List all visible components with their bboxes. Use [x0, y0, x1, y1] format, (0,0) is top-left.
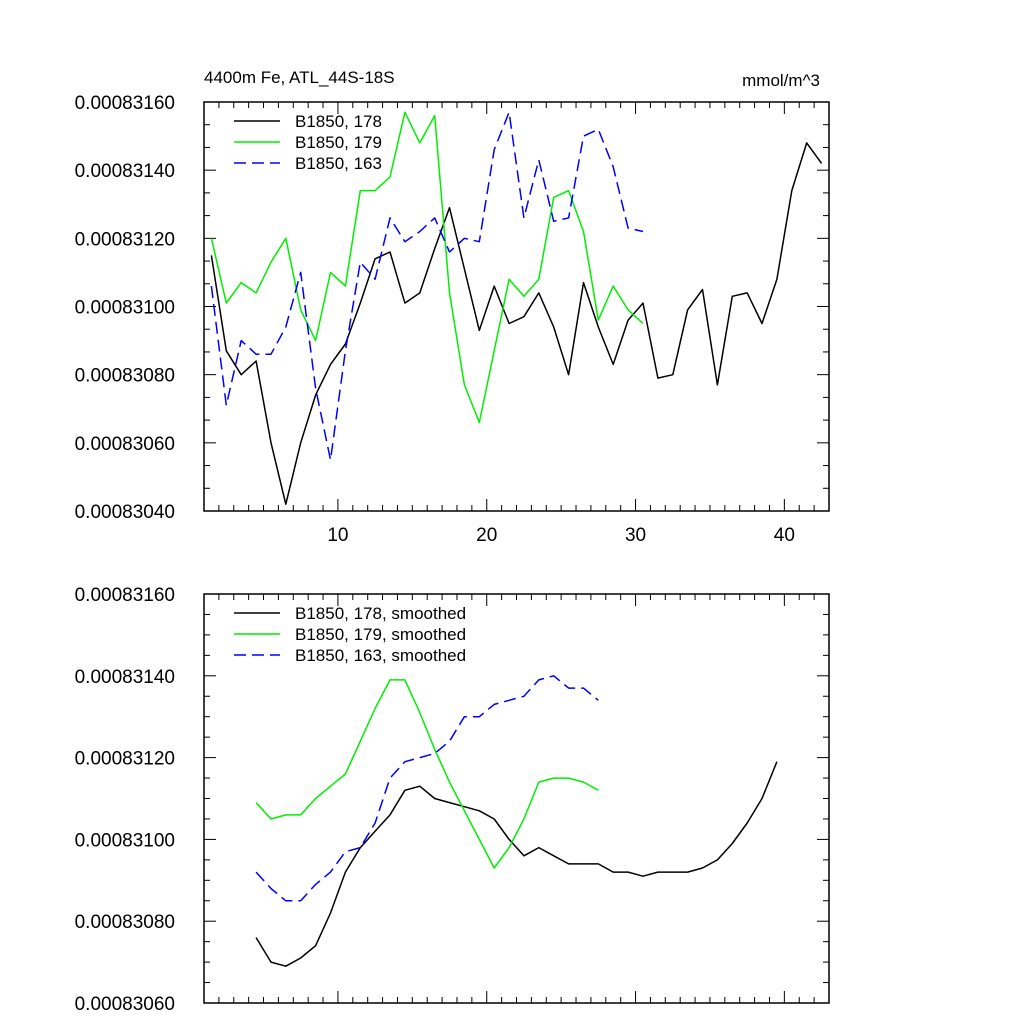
bottom-panel: 0.00083060 0.00083080 0.00083100 0.00083120… — [75, 585, 830, 1015]
y-tick-label: 0.00083160 — [75, 93, 175, 114]
series-line — [210, 111, 644, 424]
top-panel-title: 4400m Fe, ATL_44S-18S — [204, 68, 395, 87]
series-line — [210, 142, 823, 505]
y-tick-label: 0.00083080 — [75, 366, 175, 387]
top-panel-units: mmol/m^3 — [742, 71, 820, 90]
series-line — [255, 679, 599, 869]
y-tick-label: 0.00083040 — [75, 502, 175, 523]
x-tick-label: 20 — [476, 525, 497, 546]
x-tick-label: 30 — [625, 525, 646, 546]
legend-label: B1850, 178 — [295, 112, 382, 131]
bottom-series — [255, 675, 778, 967]
y-tick-label: 0.00083080 — [75, 912, 175, 933]
y-tick-label: 0.00083120 — [75, 749, 175, 770]
top-plot-frame — [203, 101, 830, 512]
y-tick-label: 0.00083140 — [75, 667, 175, 688]
y-tick-label: 0.00083100 — [75, 298, 175, 319]
bottom-axes-ticks: 0.00083060 0.00083080 0.00083100 0.00083120… — [75, 585, 830, 1015]
x-tick-label: 40 — [774, 525, 795, 546]
legend-label: B1850, 179, smoothed — [295, 625, 466, 644]
legend-label: B1850, 163 — [295, 154, 382, 173]
y-tick-label: 0.00083140 — [75, 161, 175, 182]
y-tick-label: 0.00083100 — [75, 830, 175, 851]
bottom-plot-frame — [203, 593, 830, 1004]
top-panel: 4400m Fe, ATL_44S-18S mmol/m^3 10 20 30 40 0… — [75, 68, 830, 546]
bottom-legend: B1850, 178, smoothed B1850, 179, smoothed… — [234, 604, 466, 665]
legend-label: B1850, 178, smoothed — [295, 604, 466, 623]
top-legend: B1850, 178 B1850, 179 B1850, 163 — [234, 112, 382, 173]
y-tick-label: 0.00083160 — [75, 585, 175, 606]
series-line — [255, 761, 778, 967]
series-line — [210, 111, 644, 461]
legend-label: B1850, 179 — [295, 133, 382, 152]
y-tick-label: 0.00083120 — [75, 229, 175, 250]
top-series — [210, 111, 823, 505]
legend-label: B1850, 163, smoothed — [295, 646, 466, 665]
x-tick-label: 10 — [327, 525, 348, 546]
series-line — [255, 675, 599, 902]
y-tick-label: 0.00083060 — [75, 994, 175, 1015]
top-axes-ticks: 10 20 30 40 0.00083040 0.00083060 0.00083080 0.… — [75, 93, 830, 546]
y-tick-label: 0.00083060 — [75, 434, 175, 455]
